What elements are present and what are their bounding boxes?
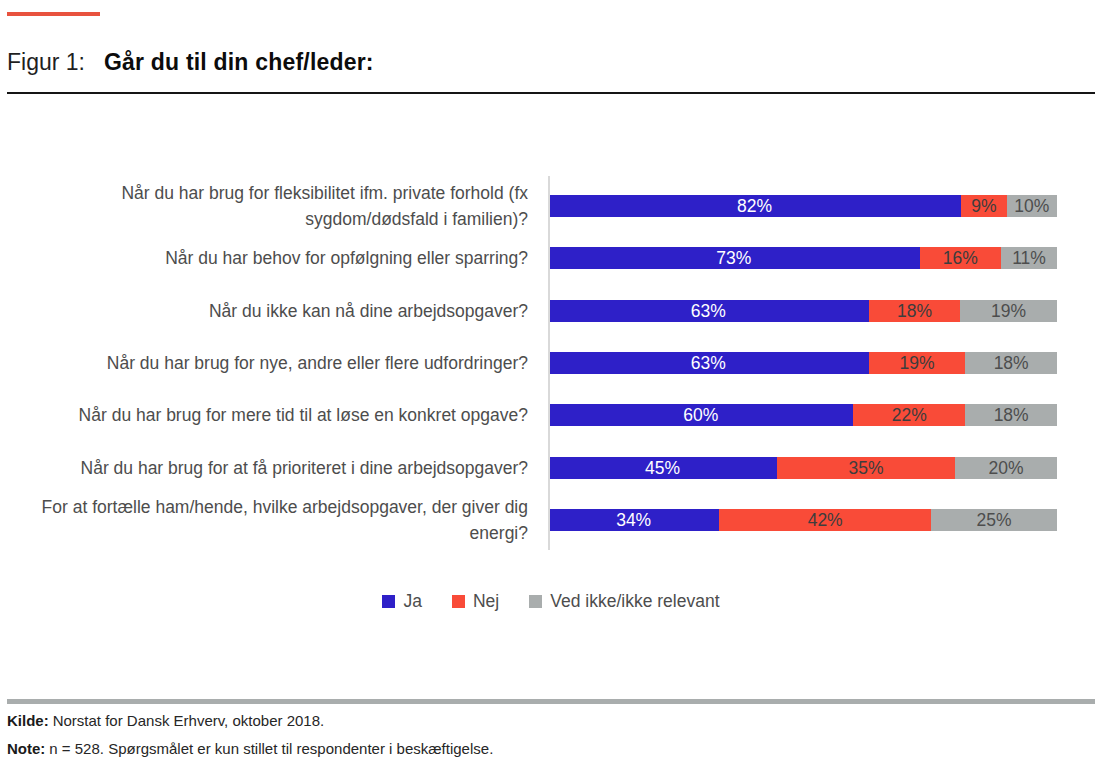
bar-value-label: 19% (991, 300, 1026, 322)
bar-segment-ja: 82% (548, 195, 961, 217)
footer: Kilde:Norstat for Dansk Erhverv, oktober… (7, 699, 1095, 761)
bar-segment-ja: 45% (548, 457, 777, 479)
stacked-bar: 60% 22% 18% (548, 404, 1057, 426)
chart-row: Når du ikke kan nå dine arbejdsopgaver?6… (7, 285, 1057, 337)
bar-segment-ved-ikke-ikke-relevant: 18% (965, 352, 1057, 374)
category-label: Når du har brug for fleksibilitet ifm. p… (7, 180, 548, 232)
bar-segment-ja: 63% (548, 352, 869, 374)
bar-segment-nej: 19% (869, 352, 966, 374)
bar-value-label: 18% (994, 404, 1029, 426)
legend-swatch-icon (529, 595, 542, 608)
chart-axis-line (548, 176, 550, 550)
footer-divider-thick (7, 699, 1095, 704)
figure-page: Figur 1: Går du til din chef/leder: Når … (0, 12, 1102, 761)
bar-value-label: 19% (899, 352, 934, 374)
category-label: Når du ikke kan nå dine arbejdsopgaver? (7, 298, 548, 324)
bar-segment-ja: 63% (548, 300, 869, 322)
note-text: n = 528. Spørgsmålet er kun stillet til … (49, 740, 493, 757)
bar-segment-nej: 42% (719, 509, 931, 531)
stacked-bar: 63% 18% 19% (548, 300, 1057, 322)
legend-label: Ved ikke/ikke relevant (550, 591, 719, 612)
legend-item: Ved ikke/ikke relevant (529, 591, 719, 612)
bar-value-label: 18% (994, 352, 1029, 374)
stacked-bar: 34% 42% 25% (548, 509, 1057, 531)
chart-row: Når du har brug for mere tid til at løse… (7, 389, 1057, 441)
bar-value-label: 34% (616, 509, 651, 531)
chart-row: Når du har brug for at få prioriteret i … (7, 441, 1057, 493)
category-label: Når du har brug for mere tid til at løse… (7, 402, 548, 428)
category-label: For at fortælle ham/hende, hvilke arbejd… (7, 494, 548, 546)
bar-segment-ved-ikke-ikke-relevant: 19% (960, 300, 1057, 322)
stacked-bar: 82% 9% 10% (548, 195, 1057, 217)
bar-segment-ja: 73% (548, 247, 920, 269)
bar-value-label: 60% (683, 404, 718, 426)
figure-header: Figur 1: Går du til din chef/leder: (7, 48, 1095, 77)
bar-value-label: 9% (971, 195, 996, 217)
note-label: Note: (7, 740, 45, 757)
bar-segment-ved-ikke-ikke-relevant: 10% (1007, 195, 1057, 217)
bar-value-label: 20% (989, 457, 1024, 479)
title-divider (7, 92, 1095, 94)
bar-segment-ved-ikke-ikke-relevant: 11% (1001, 247, 1057, 269)
legend-swatch-icon (382, 595, 395, 608)
bar-segment-nej: 9% (961, 195, 1006, 217)
note-line: Note:n = 528. Spørgsmålet er kun stillet… (7, 738, 1095, 759)
bar-segment-nej: 22% (853, 404, 965, 426)
bar-segment-ved-ikke-ikke-relevant: 20% (955, 457, 1057, 479)
bar-value-label: 42% (808, 509, 843, 531)
bar-value-label: 45% (645, 457, 680, 479)
source-text: Norstat for Dansk Erhverv, oktober 2018. (53, 712, 325, 729)
category-label: Når du har brug for nye, andre eller fle… (7, 350, 548, 376)
bar-value-label: 10% (1014, 195, 1049, 217)
bar-value-label: 82% (737, 195, 772, 217)
bar-segment-ved-ikke-ikke-relevant: 18% (965, 404, 1057, 426)
legend-label: Ja (403, 591, 421, 612)
category-label: Når du har brug for at få prioriteret i … (7, 455, 548, 481)
figure-title: Går du til din chef/leder: (104, 48, 374, 77)
legend-label: Nej (473, 591, 499, 612)
bar-segment-ved-ikke-ikke-relevant: 25% (931, 509, 1057, 531)
bar-value-label: 22% (892, 404, 927, 426)
bar-segment-nej: 18% (869, 300, 961, 322)
stacked-bar: 73% 16% 11% (548, 247, 1057, 269)
chart-row: For at fortælle ham/hende, hvilke arbejd… (7, 494, 1057, 546)
bar-value-label: 11% (1012, 247, 1046, 269)
bar-segment-ja: 34% (548, 509, 719, 531)
legend-swatch-icon (452, 595, 465, 608)
bar-value-label: 63% (691, 352, 726, 374)
chart-row: Når du har behov for opfølgning eller sp… (7, 232, 1057, 284)
category-label: Når du har behov for opfølgning eller sp… (7, 245, 548, 271)
bar-value-label: 63% (691, 300, 726, 322)
legend: Ja Nej Ved ikke/ikke relevant (7, 591, 1095, 612)
bar-value-label: 25% (976, 509, 1011, 531)
source-label: Kilde: (7, 712, 49, 729)
accent-dash (7, 12, 100, 16)
source-line: Kilde:Norstat for Dansk Erhverv, oktober… (7, 710, 1095, 731)
chart-row: Når du har brug for fleksibilitet ifm. p… (7, 180, 1057, 232)
chart-rows: Når du har brug for fleksibilitet ifm. p… (7, 180, 1057, 546)
bar-value-label: 18% (897, 300, 932, 322)
figure-number: Figur 1: (7, 48, 85, 77)
bar-value-label: 16% (943, 247, 978, 269)
legend-item: Ja (382, 591, 421, 612)
stacked-bar: 63% 19% 18% (548, 352, 1057, 374)
bar-value-label: 35% (849, 457, 884, 479)
bar-segment-nej: 16% (920, 247, 1001, 269)
legend-item: Nej (452, 591, 499, 612)
bar-value-label: 73% (716, 247, 751, 269)
bar-segment-ja: 60% (548, 404, 853, 426)
bar-segment-nej: 35% (777, 457, 955, 479)
chart-row: Når du har brug for nye, andre eller fle… (7, 337, 1057, 389)
stacked-bar: 45% 35% 20% (548, 457, 1057, 479)
